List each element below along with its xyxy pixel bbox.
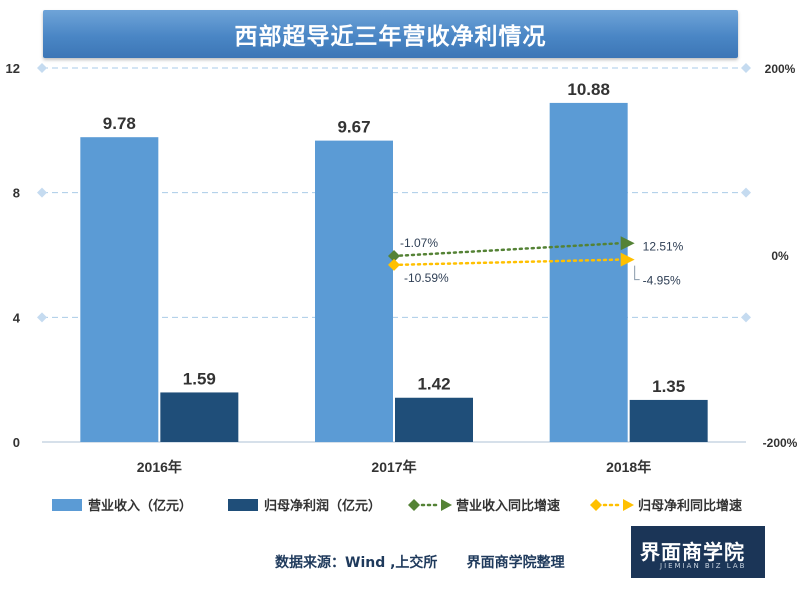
profit-bar — [629, 399, 708, 442]
left-axis-marker — [37, 187, 47, 198]
legend-swatch — [228, 499, 258, 511]
revenue-bar — [80, 137, 159, 442]
legend-swatch — [52, 499, 82, 511]
legend-diamond-icon — [408, 499, 420, 511]
chart-title: 西部超导近三年营收净利情况 — [234, 24, 547, 50]
growth-data-label: 12.51% — [643, 239, 684, 253]
legend-label: 营业收入（亿元） — [88, 498, 192, 513]
legend-arrow-icon — [441, 499, 452, 511]
growth-point-diamond — [388, 250, 400, 263]
profit-bar — [395, 397, 473, 442]
right-axis-marker — [741, 187, 751, 198]
revenue-bar — [315, 140, 393, 442]
growth-data-label: -1.07% — [400, 236, 438, 250]
profit-bar — [160, 392, 239, 442]
left-axis-marker — [37, 312, 47, 323]
legend-label: 归母净利润（亿元） — [264, 498, 381, 513]
growth-data-label: -4.95% — [643, 274, 681, 288]
growth-point-arrow — [620, 236, 635, 251]
right-axis-marker — [741, 63, 751, 73]
x-axis-category-label: 2016年 — [137, 459, 182, 475]
bar-value-label: 9.78 — [103, 114, 136, 133]
right-axis-marker — [741, 312, 751, 323]
legend-arrow-icon — [623, 499, 634, 511]
data-label-leader-line — [634, 265, 640, 281]
growth-line — [392, 242, 620, 258]
growth-point-diamond — [388, 258, 400, 271]
x-axis-category-label: 2018年 — [606, 459, 651, 475]
logo-text: 界面商学院 — [640, 540, 745, 564]
jiemian-logo — [631, 526, 765, 578]
legend-label: 归母净利同比增速 — [638, 498, 742, 513]
legend-diamond-icon — [590, 499, 602, 511]
x-axis-category-label: 2017年 — [371, 459, 416, 475]
legend-label: 营业收入同比增速 — [456, 498, 560, 513]
logo-subtext: JIEMIAN BIZ LAB — [660, 562, 747, 570]
source-note: 数据来源：Wind ,上交所 界面商学院整理 — [275, 555, 565, 571]
growth-point-arrow — [620, 252, 635, 267]
bar-value-label: 1.42 — [417, 375, 450, 394]
chart-title-banner: 西部超导近三年营收净利情况 — [43, 10, 738, 58]
growth-data-label: -10.59% — [404, 271, 449, 285]
revenue-bar — [549, 102, 628, 442]
bar-value-label: 10.88 — [567, 80, 610, 99]
left-axis-marker — [37, 63, 47, 73]
right-axis-tick-label: 0% — [771, 249, 789, 263]
bar-value-label: 1.59 — [183, 369, 216, 388]
bar-value-label: 9.67 — [337, 118, 370, 137]
right-axis-tick-label: 200% — [765, 62, 796, 76]
left-axis-tick-label: 0 — [13, 435, 20, 450]
left-axis-tick-label: 4 — [13, 310, 21, 325]
growth-line — [392, 258, 620, 267]
right-axis-tick-label: -200% — [763, 436, 798, 450]
left-axis-tick-label: 12 — [6, 61, 20, 76]
left-axis-tick-label: 8 — [13, 186, 20, 201]
bar-value-label: 1.35 — [652, 377, 685, 396]
